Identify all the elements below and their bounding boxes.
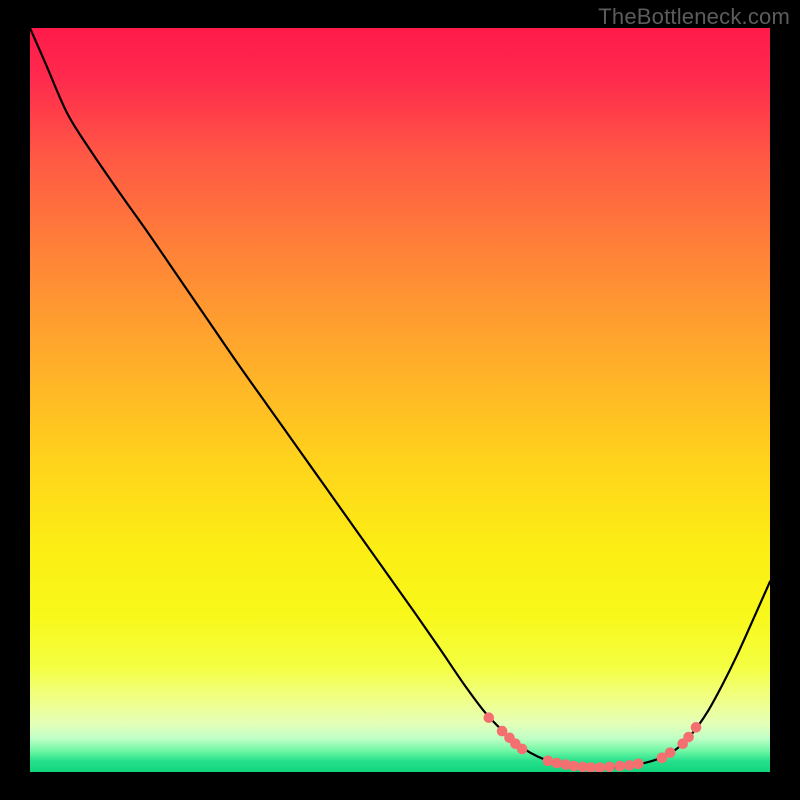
curve-marker bbox=[665, 747, 676, 758]
curve-marker bbox=[543, 756, 554, 767]
curve-marker bbox=[624, 760, 635, 771]
curve-marker bbox=[484, 712, 495, 723]
chart-background bbox=[30, 28, 770, 772]
curve-marker bbox=[517, 744, 528, 755]
curve-marker bbox=[604, 761, 615, 772]
curve-marker bbox=[683, 732, 694, 743]
curve-marker bbox=[552, 758, 563, 769]
watermark-text: TheBottleneck.com bbox=[598, 4, 790, 30]
chart-plot-area bbox=[30, 28, 770, 772]
curve-marker bbox=[614, 761, 625, 772]
curve-marker bbox=[633, 759, 644, 770]
chart-svg bbox=[30, 28, 770, 772]
curve-marker bbox=[691, 722, 702, 733]
